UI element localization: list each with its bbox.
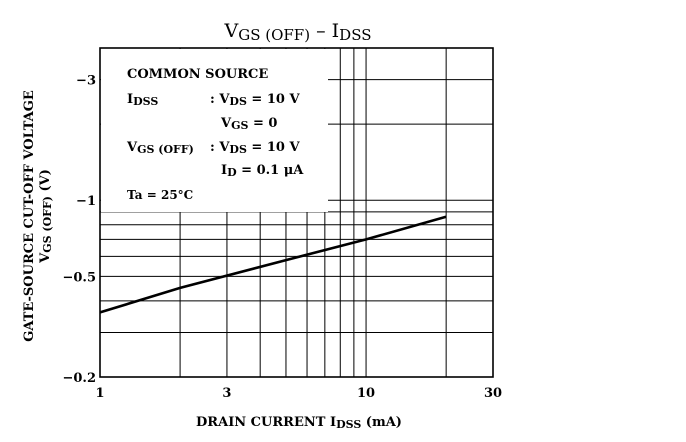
cond-idss-label: IDSS <box>127 92 158 108</box>
series-layer <box>99 215 447 314</box>
y-tick-label: −3 <box>76 74 96 89</box>
y-tick-label: −1 <box>76 194 96 209</box>
title-v: V <box>223 20 238 42</box>
y-axis-label-text: GATE-SOURCE CUT-OFF VOLTAGE <box>22 90 37 342</box>
series-line <box>99 215 447 314</box>
y-axis-label-symbol: VGS (OFF) (V) <box>38 169 54 264</box>
y-tick-label: −0.2 <box>62 371 96 386</box>
x-tick-label: 10 <box>357 386 375 401</box>
y-axis-label: GATE-SOURCE CUT-OFF VOLTAGE VGS (OFF) (V… <box>22 90 54 342</box>
title-dash: – <box>316 20 326 42</box>
x-tick-labels: 1 3 10 30 <box>95 386 502 401</box>
plot-frame <box>99 47 494 378</box>
title-v-sub: GS (OFF) <box>238 26 310 44</box>
chart-title: VGS (OFF) – IDSS <box>223 20 371 44</box>
x-tick-label: 30 <box>484 386 502 401</box>
x-tick-label: 1 <box>95 386 104 401</box>
title-i-sub: DSS <box>339 26 371 44</box>
cond-idss-vds: : VDS = 10 V <box>210 92 300 108</box>
y-tick-labels: −3 −1 −0.5 −0.2 <box>62 74 96 386</box>
cond-vgs-id: ID = 0.1 μA <box>221 163 304 179</box>
cond-ta: Ta = 25°C <box>127 188 193 202</box>
cond-vgs-label: VGS (OFF) <box>126 140 194 156</box>
conditions-box <box>101 49 328 212</box>
x-tick-label: 3 <box>222 386 231 401</box>
y-tick-label: −0.5 <box>62 270 96 285</box>
conditions-text: COMMON SOURCE IDSS : VDS = 10 V VGS = 0 … <box>126 67 304 202</box>
title-i: I <box>332 20 340 42</box>
x-axis-label: DRAIN CURRENT IDSS (mA) <box>196 415 402 431</box>
cond-idss-vgs: VGS = 0 <box>220 116 277 132</box>
cond-common-source: COMMON SOURCE <box>127 67 268 82</box>
cond-vgs-vds: : VDS = 10 V <box>210 140 300 156</box>
